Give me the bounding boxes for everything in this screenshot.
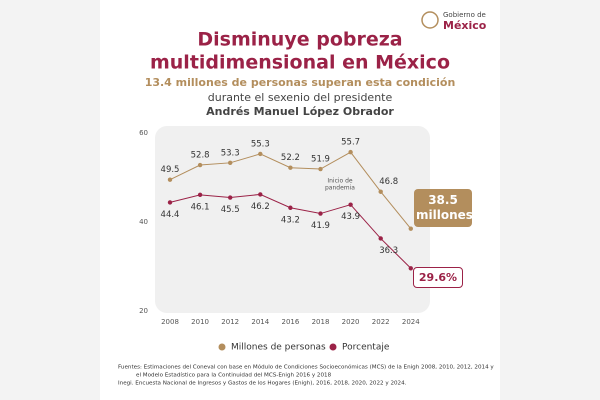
x-tick-label: 2016 [281,318,299,326]
data-label: 43.2 [281,215,300,225]
data-label: 53.3 [221,148,240,158]
data-label: 46.1 [191,202,210,212]
y-tick-label: 20 [139,307,148,315]
data-point [228,160,233,166]
data-point [378,189,383,194]
legend-marker [329,343,337,351]
data-point [348,149,353,155]
legend-label: Porcentaje [342,343,390,353]
y-tick-label: 40 [139,218,148,226]
data-point [228,195,233,200]
source-note: Fuentes: Estimaciones del Coneval con ba… [118,364,494,371]
data-label: 44.4 [161,210,180,220]
x-tick-label: 2014 [251,318,269,326]
data-point [167,200,173,205]
data-point [318,166,323,172]
data-label: 52.2 [281,153,300,163]
x-tick-label: 2010 [191,318,209,326]
source-note: Inegi. Encuesta Nacional de Ingresos y G… [118,381,407,387]
data-label: 45.5 [221,205,240,215]
data-label: 55.3 [251,139,270,149]
x-tick-label: 2008 [161,318,179,326]
data-label: 52.8 [191,151,210,161]
logo-text: México [443,19,487,32]
subtitle: durante el sexenio del presidente [208,91,393,104]
data-label: 36.3 [379,246,398,256]
x-tick-label: 2018 [312,318,330,326]
subtitle: 13.4 millones de personas superan esta c… [145,76,456,89]
data-label: 49.5 [161,165,180,175]
logo-emblem [421,11,439,29]
chart-title: Disminuye pobreza [197,29,402,51]
logo-text: Gobierno de [443,11,486,19]
data-label: 41.9 [311,221,330,231]
data-point [378,236,383,241]
legend-label: Millones de personas [231,343,326,353]
data-label: 55.7 [341,138,360,148]
data-point [288,205,293,210]
x-tick-label: 2022 [372,318,390,326]
x-tick-label: 2020 [342,318,360,326]
annotation: pandemia [325,185,355,192]
data-point [167,177,173,182]
data-point [197,192,203,198]
value-callout: 38.5 millones [414,188,473,227]
data-point [258,192,263,197]
x-tick-label: 2024 [402,318,420,326]
data-point [288,165,293,170]
data-label: 46.8 [379,177,398,187]
annotation: Inicio de [327,178,353,185]
source-note: el Modelo Estadístico para la Continuida… [136,372,332,379]
data-point [408,226,413,231]
chart-title: multidimensional en México [150,52,450,74]
data-point [318,211,323,216]
legend-marker [218,343,226,351]
data-point [258,151,263,157]
data-point [197,162,203,168]
y-tick-label: 60 [139,129,148,137]
data-label: 46.2 [251,202,270,212]
x-tick-label: 2012 [221,318,239,326]
value-callout: 29.6% [413,267,463,289]
subtitle: Andrés Manuel López Obrador [206,105,394,118]
data-point [348,202,353,207]
plot-background [155,126,430,313]
data-label: 51.9 [311,155,330,165]
data-label: 43.9 [341,212,360,222]
data-point [408,266,413,271]
